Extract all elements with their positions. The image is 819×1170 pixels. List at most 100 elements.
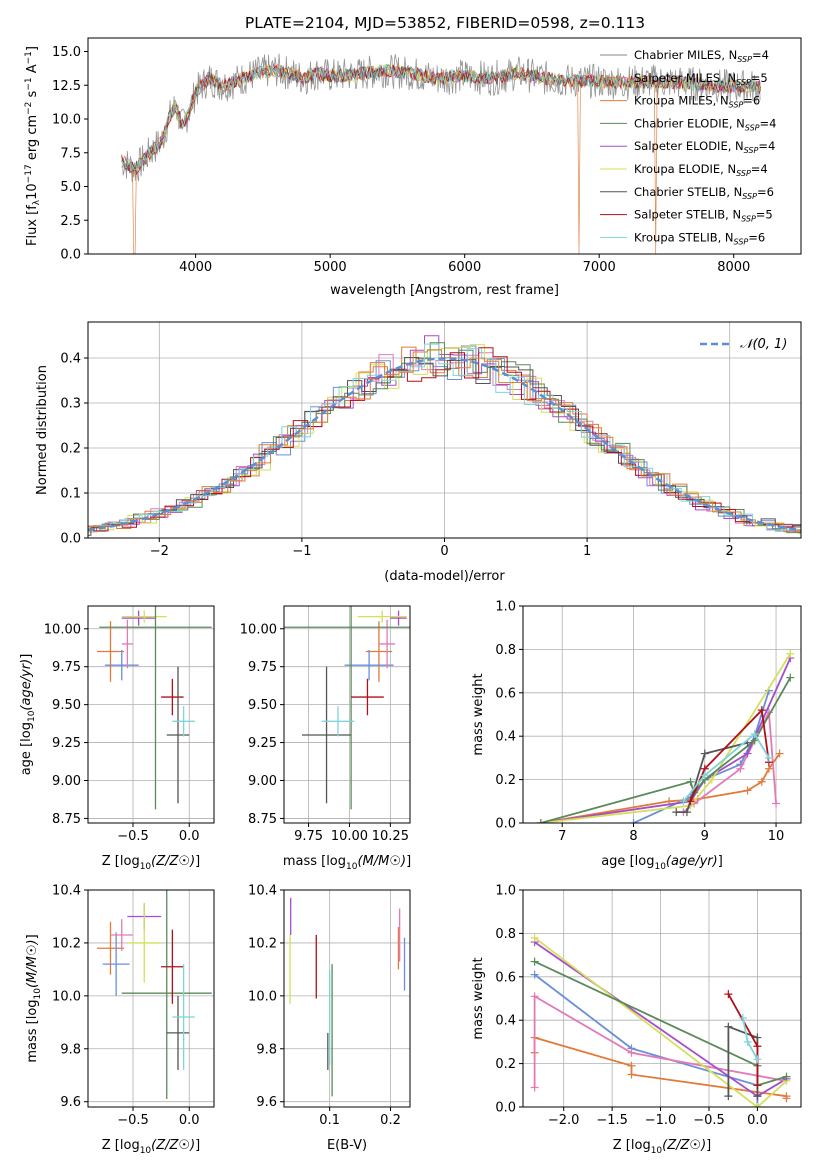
x-tick-label: 0.0 — [179, 829, 200, 844]
data-point-marker — [753, 1092, 762, 1101]
x-tick-label: −2.0 — [548, 1113, 580, 1128]
plot-area — [121, 53, 761, 254]
legend-model: Chabrier ELODIE, N — [634, 116, 745, 130]
x-tick-label: −1.5 — [596, 1113, 628, 1128]
legend-n: =4 — [751, 162, 768, 176]
x-tick-label: −1.0 — [645, 1113, 677, 1128]
y-tick-label: 0.8 — [495, 927, 516, 942]
x-tick-label: 7 — [558, 829, 566, 844]
x-tick-label: 4000 — [179, 260, 212, 275]
label-part: ] — [406, 854, 411, 869]
data-point-marker — [530, 957, 539, 966]
x-axis-label: mass [log10(M/M☉)] — [283, 854, 411, 872]
data-point-marker — [786, 673, 795, 682]
data-point-marker — [724, 1022, 733, 1031]
mass-vs-metallicity-panel: −0.5 0.09.69.810.010.210.4Z [log10(Z/Z☉)]… — [25, 884, 215, 1156]
mass-weight-series — [540, 677, 792, 823]
y-tick-label: 10.4 — [248, 884, 277, 899]
data-point-marker — [686, 777, 695, 786]
x-tick-label: −0.5 — [693, 1113, 725, 1128]
data-point-marker — [682, 808, 691, 817]
legend-label: Chabrier ELODIE, NSSP=4 — [634, 116, 776, 132]
y-tick-label: 0.1 — [60, 487, 81, 502]
age-vs-mass-panel: 9.75 10.00 10.25 8.75 9.00 9.25 9.50 9.75 10.00 m… — [240, 605, 411, 872]
data-point-marker — [679, 797, 688, 806]
y-tick-label: 10.2 — [52, 936, 81, 951]
data-point-marker — [536, 819, 545, 823]
y-tick-label: 9.8 — [256, 1042, 277, 1057]
legend-n: =6 — [757, 185, 774, 199]
x-tick-label: 0.0 — [747, 1113, 768, 1128]
residual-histogram-panel: −2 −1 0 1 2 0.0 0.1 0.2 0.3 0.4 𝒩(0, 1) (data-model… — [35, 321, 802, 584]
data-point-marker — [724, 1092, 733, 1101]
data-point-marker — [629, 819, 638, 823]
label-sub: 10 — [651, 1146, 663, 1156]
label-part: (Z/Z☉) — [662, 1138, 706, 1153]
x-axis-label: (data-model)/error — [384, 569, 505, 584]
data-point-marker — [753, 1033, 762, 1042]
data-point-marker — [743, 1037, 752, 1046]
y-tick-label: 5.0 — [60, 180, 81, 195]
y-tick-label: 7.5 — [60, 146, 81, 161]
plot-area — [88, 335, 801, 536]
label-sub: 10 — [654, 862, 666, 872]
label-part: age [log — [19, 722, 34, 775]
x-tick-label: 5000 — [314, 260, 347, 275]
mass-weight-series — [676, 741, 748, 813]
data-point-marker — [782, 1072, 791, 1081]
y-tick-label: 9.8 — [60, 1042, 81, 1057]
label-part: Z [log — [102, 854, 140, 869]
label-sub: 10 — [33, 988, 43, 1000]
legend-label: 𝒩(0, 1) — [740, 337, 787, 352]
data-point-marker — [757, 777, 766, 786]
mass-weight-series — [540, 653, 792, 823]
spectrum-line — [121, 64, 761, 176]
x-tick-label: 10 — [768, 829, 785, 844]
y-axis-label: age [log10(age/yr)] — [19, 654, 37, 776]
spectrum-panel: 4000 5000 6000 7000 8000 0.0 2.5 5.0 7.5 10.0 12.5… — [24, 37, 802, 298]
x-tick-label: 6000 — [448, 260, 481, 275]
plot-area — [289, 897, 406, 1097]
label-part: (Z/Z☉) — [151, 1138, 195, 1153]
label-part: ] — [19, 654, 34, 659]
data-point-marker — [750, 730, 759, 739]
label-part: (age/yr) — [19, 659, 34, 711]
label-part: mass [log — [283, 854, 346, 869]
label-part: erg cm — [25, 115, 40, 164]
y-tick-label: 9.50 — [248, 698, 277, 713]
plot-area — [536, 649, 795, 823]
data-point-marker — [753, 1055, 762, 1064]
y-tick-label: 9.75 — [248, 660, 277, 675]
data-point-marker — [530, 970, 539, 979]
data-point-marker — [627, 1048, 636, 1057]
x-tick-label: 1 — [583, 544, 591, 559]
y-tick-label: 0.0 — [495, 1101, 516, 1116]
plot-area — [97, 606, 212, 810]
label-part: −2 — [24, 102, 34, 115]
legend-sub: SSP — [745, 123, 760, 132]
axes-frame — [283, 889, 411, 1108]
legend-label: Salpeter STELIB, NSSP=5 — [634, 208, 773, 224]
y-tick-label: 0.2 — [60, 442, 81, 457]
legend-label: Salpeter MILES, NSSP=5 — [634, 71, 768, 87]
y-tick-label: 10.4 — [52, 884, 81, 899]
data-point-marker — [707, 775, 716, 784]
x-tick-label: −0.5 — [117, 1113, 149, 1128]
legend-n: =6 — [743, 94, 760, 108]
label-sub: 10 — [346, 862, 358, 872]
y-tick-label: 9.6 — [60, 1095, 81, 1110]
label-part: mass [log — [25, 999, 40, 1062]
y-tick-label: 0.0 — [60, 532, 81, 547]
x-tick-label: −1 — [292, 544, 311, 559]
plot-area — [284, 606, 410, 810]
figure-title: PLATE=2104, MJD=53852, FIBERID=0598, z=0… — [245, 14, 645, 32]
x-tick-label: 8 — [629, 829, 637, 844]
data-point-marker — [753, 1081, 762, 1090]
label-part: Z [log — [613, 1138, 651, 1153]
legend-n: =5 — [756, 208, 773, 222]
y-tick-label: 9.25 — [248, 736, 277, 751]
label-part: (Z/Z☉) — [151, 854, 195, 869]
legend-label: Chabrier STELIB, NSSP=6 — [634, 185, 774, 201]
x-tick-label: 0.1 — [319, 1113, 340, 1128]
